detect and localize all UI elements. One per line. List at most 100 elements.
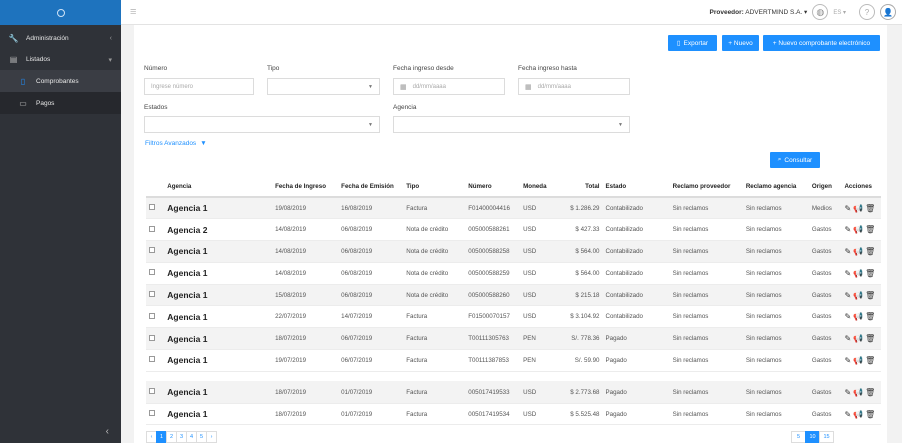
- tipo-select[interactable]: ▼: [267, 78, 380, 95]
- row-checkbox[interactable]: [149, 334, 155, 341]
- provider-selector[interactable]: Proveedor: ADVERTMIND S.A. ▾: [710, 8, 808, 16]
- sidebar-item-administracion[interactable]: 🔧 Administración ‹: [0, 28, 121, 49]
- col-estado[interactable]: Estado: [602, 177, 670, 198]
- row-checkbox[interactable]: [149, 312, 155, 319]
- table-row[interactable]: Agencia 1 18/07/2019 06/07/2019 Factura T001…: [146, 327, 881, 351]
- edit-icon[interactable]: ✎: [844, 355, 854, 365]
- sidebar-item-pagos[interactable]: ▭ Pagos: [0, 92, 121, 114]
- trash-icon[interactable]: 🗑: [865, 334, 878, 344]
- export-button[interactable]: ▯ Exportar: [668, 35, 717, 51]
- vouchers-table: Agencia Fecha de Ingreso Fecha de Emisió…: [146, 177, 881, 426]
- row-checkbox[interactable]: [149, 291, 155, 298]
- table-row[interactable]: Agencia 1 18/07/2019 01/07/2019 Factura 0050…: [146, 381, 881, 404]
- cell-acciones: ✎📢🗑: [841, 262, 881, 285]
- sidebar-item-comprobantes[interactable]: ▯ Comprobantes: [0, 70, 121, 92]
- col-reclamo-agencia[interactable]: Reclamo agencia: [742, 177, 809, 198]
- date-placeholder: dd/mm/aaaa: [537, 83, 571, 90]
- fecha-desde-label: Fecha ingreso desde: [393, 65, 454, 72]
- collapse-sidebar-icon[interactable]: ‹: [105, 426, 109, 437]
- fecha-hasta-input[interactable]: ▦ dd/mm/aaaa: [518, 78, 630, 95]
- trash-icon[interactable]: 🗑: [865, 246, 878, 256]
- cell-tipo: Factura: [403, 381, 466, 404]
- page-size-5[interactable]: 5: [791, 431, 806, 443]
- agencia-select[interactable]: ▼: [393, 116, 630, 133]
- table-row[interactable]: Agencia 1 19/07/2019 06/07/2019 Factura T001…: [146, 349, 881, 372]
- col-agencia[interactable]: Agencia: [164, 177, 273, 198]
- file-icon: ▯: [676, 40, 681, 47]
- cell-reclamo-agencia: Sin reclamos: [742, 381, 809, 404]
- trash-icon[interactable]: 🗑: [865, 387, 878, 397]
- col-moneda[interactable]: Moneda: [520, 177, 559, 198]
- table-row[interactable]: Agencia 1 14/08/2019 06/08/2019 Nota de cré…: [146, 262, 881, 285]
- megaphone-icon[interactable]: 📢: [853, 312, 866, 322]
- col-numero[interactable]: Número: [465, 177, 521, 198]
- row-checkbox[interactable]: [149, 204, 155, 211]
- trash-icon[interactable]: 🗑: [865, 355, 878, 365]
- cell-tipo: Factura: [403, 403, 466, 426]
- col-tipo[interactable]: Tipo: [403, 177, 466, 198]
- megaphone-icon[interactable]: 📢: [853, 225, 866, 235]
- row-checkbox-cell: [146, 381, 165, 404]
- trash-icon[interactable]: 🗑: [865, 409, 878, 419]
- table-row[interactable]: Agencia 1 14/08/2019 06/08/2019 Nota de cré…: [146, 240, 881, 263]
- edit-icon[interactable]: ✎: [844, 246, 854, 256]
- megaphone-icon[interactable]: 📢: [853, 246, 866, 256]
- edit-icon[interactable]: ✎: [844, 225, 854, 235]
- megaphone-icon[interactable]: 📢: [853, 290, 866, 300]
- globe-icon[interactable]: ◍: [812, 4, 829, 20]
- numero-input[interactable]: Ingrese número: [144, 78, 254, 95]
- next-page-button[interactable]: ›: [206, 431, 217, 443]
- col-reclamo-proveedor[interactable]: Reclamo proveedor: [669, 177, 743, 198]
- edit-icon[interactable]: ✎: [844, 409, 854, 419]
- new-button[interactable]: + Nuevo: [722, 35, 759, 51]
- trash-icon[interactable]: 🗑: [865, 225, 878, 235]
- consult-button[interactable]: ⌕ Consultar: [770, 152, 820, 168]
- megaphone-icon[interactable]: 📢: [853, 409, 866, 419]
- sidebar-item-listados[interactable]: ▤ Listados ▾: [0, 49, 121, 70]
- col-fecha-emision[interactable]: Fecha de Emisión: [338, 177, 404, 198]
- menu-icon[interactable]: ≡: [130, 6, 137, 18]
- edit-icon[interactable]: ✎: [844, 312, 854, 322]
- help-icon[interactable]: ?: [859, 4, 875, 20]
- col-origen[interactable]: Origen: [808, 177, 842, 198]
- table-row[interactable]: Agencia 1 18/07/2019 01/07/2019 Factura 0050…: [146, 403, 881, 426]
- table-row[interactable]: Agencia 1 22/07/2019 14/07/2019 Factura F015…: [146, 305, 881, 329]
- edit-icon[interactable]: ✎: [844, 334, 854, 344]
- megaphone-icon[interactable]: 📢: [853, 355, 866, 365]
- page-size-10[interactable]: 10: [805, 431, 820, 443]
- megaphone-icon[interactable]: 📢: [853, 387, 866, 397]
- edit-icon[interactable]: ✎: [844, 203, 854, 213]
- table-row[interactable]: Agencia 1 19/08/2019 16/08/2019 Factura F014…: [146, 197, 881, 220]
- trash-icon[interactable]: 🗑: [865, 290, 878, 300]
- megaphone-icon[interactable]: 📢: [853, 203, 866, 213]
- cell-moneda: PEN: [520, 349, 559, 372]
- row-checkbox[interactable]: [149, 225, 155, 232]
- row-checkbox[interactable]: [149, 356, 155, 363]
- language-selector[interactable]: ES ▾: [833, 9, 846, 16]
- cell-reclamo-proveedor: Sin reclamos: [669, 403, 743, 426]
- row-checkbox[interactable]: [149, 388, 155, 395]
- estados-select[interactable]: ▼: [144, 116, 380, 133]
- table-row[interactable]: Agencia 2 14/08/2019 06/08/2019 Nota de cré…: [146, 218, 881, 242]
- row-checkbox[interactable]: [149, 269, 155, 276]
- edit-icon[interactable]: ✎: [844, 387, 854, 397]
- row-checkbox[interactable]: [149, 410, 155, 417]
- cell-total: $ 1.286.29: [558, 197, 603, 220]
- col-fecha-ingreso[interactable]: Fecha de Ingreso: [272, 177, 339, 198]
- new-electronic-voucher-button[interactable]: + Nuevo comprobante electrónico: [763, 35, 880, 51]
- trash-icon[interactable]: 🗑: [865, 312, 878, 322]
- trash-icon[interactable]: 🗑: [865, 203, 878, 213]
- advanced-filters-toggle[interactable]: Filtros Avanzados ▼: [145, 140, 207, 147]
- user-icon[interactable]: 👤: [880, 4, 896, 20]
- table-row[interactable]: Agencia 1 15/08/2019 06/08/2019 Nota de cré…: [146, 284, 881, 307]
- megaphone-icon[interactable]: 📢: [853, 268, 866, 278]
- col-total[interactable]: Total: [558, 177, 603, 198]
- fecha-desde-input[interactable]: ▦ dd/mm/aaaa: [393, 78, 505, 95]
- trash-icon[interactable]: 🗑: [865, 268, 878, 278]
- page-size-15[interactable]: 15: [819, 431, 834, 443]
- megaphone-icon[interactable]: 📢: [853, 334, 866, 344]
- row-checkbox[interactable]: [149, 247, 155, 254]
- edit-icon[interactable]: ✎: [844, 268, 854, 278]
- edit-icon[interactable]: ✎: [844, 290, 854, 300]
- brand-logo[interactable]: [0, 0, 121, 25]
